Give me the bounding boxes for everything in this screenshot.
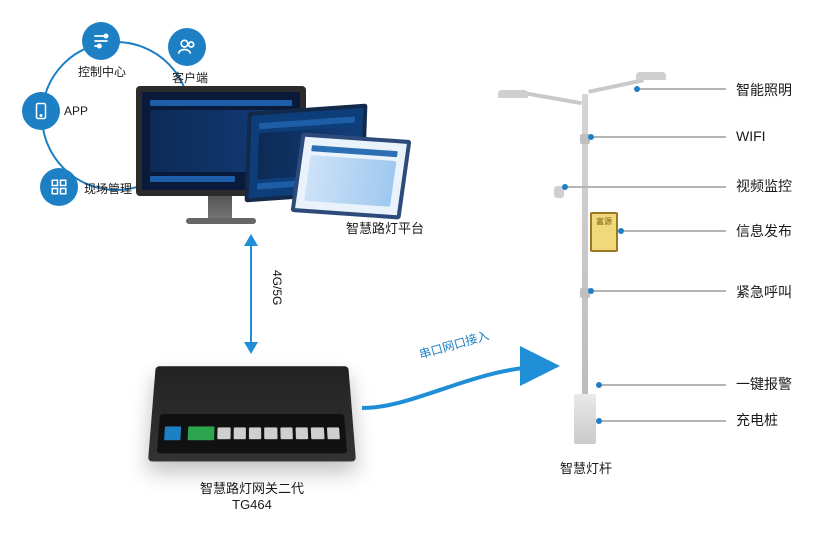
feature-charge: 充电桩 [736,410,778,430]
clients-label: 客户端 [172,69,208,86]
line-sos [594,290,726,292]
clients-icon [168,28,206,66]
gateway-label-1: 智慧路灯网关二代 [200,481,304,496]
field-manage-label: 现场管理 [84,180,132,197]
vertical-arrow-label: 4G/5G [270,270,284,305]
feature-alarm: 一键报警 [736,374,792,394]
feature-smart-light: 智能照明 [736,80,792,100]
control-center-label: 控制中心 [78,63,126,80]
feature-info: 信息发布 [736,221,792,241]
line-alarm [602,384,726,386]
line-smart-light [640,88,726,90]
feature-wifi: WIFI [736,128,766,144]
feature-sos: 紧急呼叫 [736,282,792,302]
field-manage-icon [40,168,78,206]
line-charge [602,420,726,422]
line-info [624,230,726,232]
control-center-icon [82,22,120,60]
feature-video: 视频监控 [736,176,792,196]
pole-label: 智慧灯杆 [560,458,612,477]
app-label: APP [64,104,88,118]
gateway-label: 智慧路灯网关二代 TG464 [200,478,304,512]
gateway-label-2: TG464 [232,497,272,512]
vertical-arrow-4g5g [244,234,258,354]
gateway-device [148,366,356,461]
line-video [568,186,726,188]
line-wifi [594,136,726,138]
platform-label: 智慧路灯平台 [346,218,424,237]
app-icon [22,92,60,130]
